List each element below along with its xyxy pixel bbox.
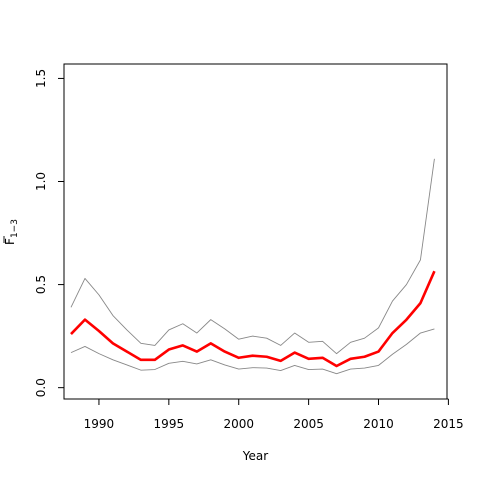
x-axis: 1990 1995 2000 2005 2010 2015 bbox=[84, 398, 464, 431]
y-tick-label: 0.5 bbox=[34, 275, 48, 294]
series-line-estimate bbox=[70, 270, 436, 368]
y-tick-label: 1.5 bbox=[34, 69, 48, 88]
x-axis-title: Year bbox=[242, 449, 268, 463]
x-tick-label: 2000 bbox=[223, 417, 254, 431]
svg-text:F1−3: F1−3 bbox=[3, 219, 20, 245]
y-axis-title: F1−3 bbox=[3, 219, 20, 245]
series-line-lower bbox=[70, 328, 435, 375]
y-axis: 0.0 0.5 1.0 1.5 bbox=[34, 69, 65, 397]
x-tick-label: 1995 bbox=[154, 417, 185, 431]
y-axis-title-main: F bbox=[3, 238, 17, 245]
x-tick-label: 2015 bbox=[433, 417, 464, 431]
x-tick-label: 2010 bbox=[363, 417, 394, 431]
y-tick-label: 1.0 bbox=[34, 172, 48, 191]
series-layer bbox=[70, 158, 436, 375]
x-tick-label: 2005 bbox=[293, 417, 324, 431]
y-tick-label: 0.0 bbox=[34, 378, 48, 397]
y-axis-title-sub: 1−3 bbox=[10, 219, 20, 238]
series-line-upper bbox=[70, 158, 435, 355]
x-tick-label: 1990 bbox=[84, 417, 115, 431]
